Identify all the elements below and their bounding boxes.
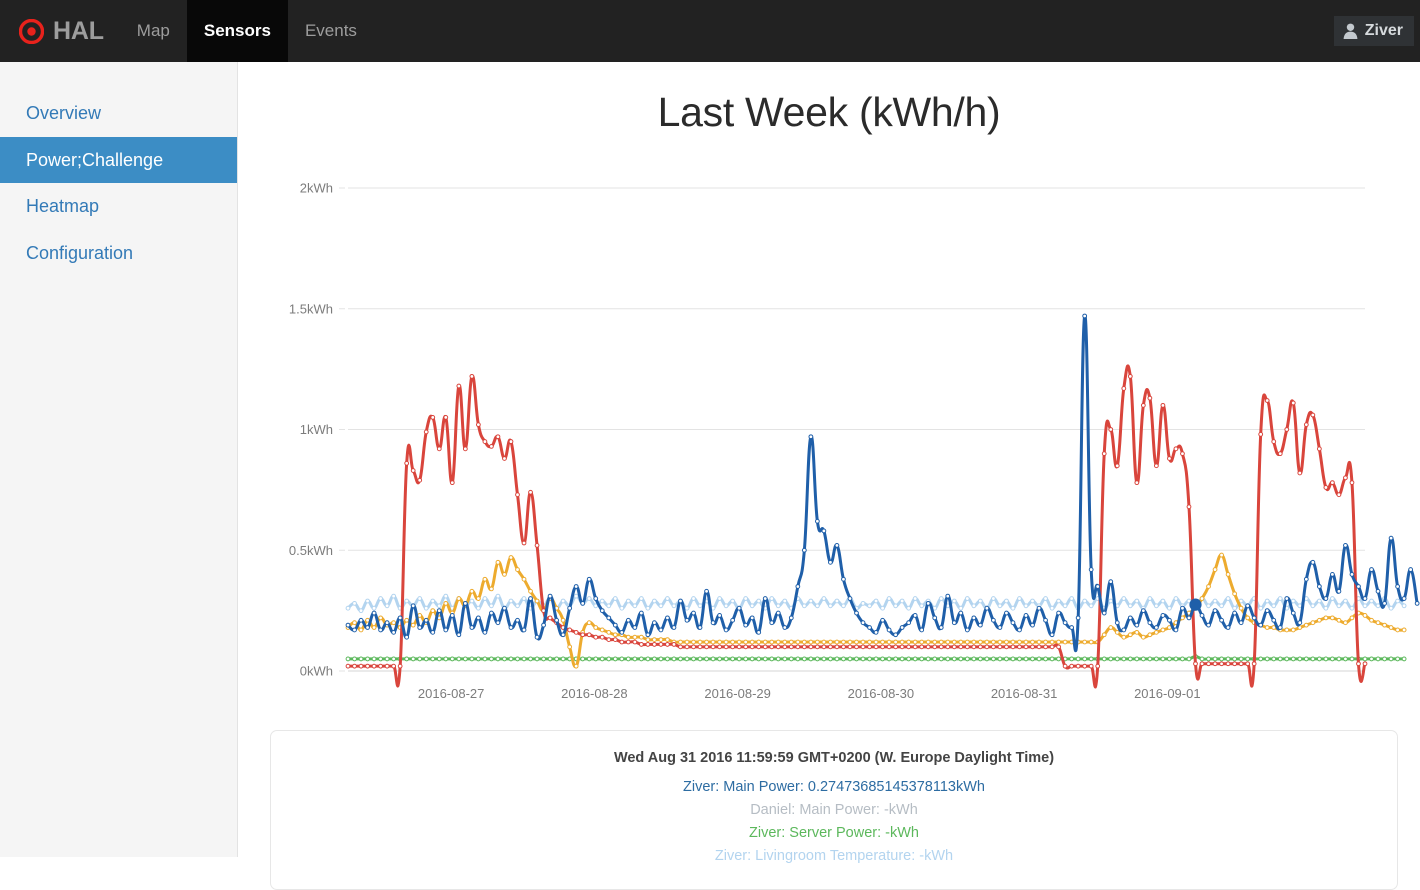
- tooltip-row-ziver-main-power: Ziver: Main Power: 0.27473685145378113kW…: [682, 779, 985, 796]
- main-content: Last Week (kWh/h) 0kWh 0.5kWh 1kWh 1.5kWh 2k…: [238, 62, 1420, 890]
- sidebar-item-overview[interactable]: Overview: [26, 103, 102, 123]
- x-axis-labels: 2016-08-27 2016-08-28 2016-08-29 2016-08-30…: [418, 686, 1201, 701]
- svg-text:1kWh: 1kWh: [300, 422, 333, 437]
- sidebar-item-heatmap[interactable]: Heatmap: [26, 196, 100, 217]
- sidebar: Overview Power;Challenge Heatmap Configu…: [0, 62, 238, 857]
- series-daniel-main-power: [345, 364, 1368, 689]
- svg-text:1.5kWh: 1.5kWh: [289, 301, 333, 316]
- person-icon: [1343, 23, 1358, 39]
- user-menu[interactable]: Ziver: [1333, 16, 1414, 46]
- target-logo-icon: [19, 18, 44, 44]
- tooltip-date: Wed Aug 31 2016 11:59:59 GMT+0200 (W. Eu…: [613, 750, 1055, 766]
- svg-text:2016-08-28: 2016-08-28: [561, 686, 628, 701]
- sidebar-item-power-challenge[interactable]: Power;Challenge: [0, 136, 237, 184]
- highlight-marker: [1189, 598, 1202, 611]
- series-ziver-main-power: [345, 313, 1420, 653]
- brand-text: HAL: [53, 16, 104, 45]
- series-extra-gold-series: [345, 552, 1407, 669]
- tooltip-row-daniel-main-power: Daniel: Main Power: -kWh: [750, 802, 918, 819]
- nav-link-map[interactable]: Map: [136, 21, 170, 40]
- chart-series: [345, 313, 1420, 689]
- tooltip-panel: Wed Aug 31 2016 11:59:59 GMT+0200 (W. Eu…: [270, 730, 1398, 890]
- svg-text:2016-09-01: 2016-09-01: [1134, 686, 1201, 701]
- user-name: Ziver: [1364, 22, 1403, 39]
- svg-text:0.5kWh: 0.5kWh: [289, 543, 333, 558]
- series-ziver-livingroom-temperature: [345, 593, 1407, 614]
- tooltip-row-ziver-livingroom-temperature: Ziver: Livingroom Temperature: -kWh: [714, 847, 954, 864]
- svg-text:2016-08-27: 2016-08-27: [418, 686, 485, 701]
- top-navbar: HAL Map Sensors Events Ziver: [0, 0, 1420, 62]
- svg-text:2016-08-30: 2016-08-30: [848, 686, 915, 701]
- svg-text:2016-08-31: 2016-08-31: [991, 686, 1057, 701]
- brand-logo[interactable]: HAL: [0, 0, 120, 62]
- y-axis-labels: 0kWh 0.5kWh 1kWh 1.5kWh 2kWh: [289, 181, 333, 679]
- nav-link-events[interactable]: Events: [304, 21, 357, 40]
- page-title: Last Week (kWh/h): [657, 89, 1001, 135]
- series-ziver-server-power: [345, 654, 1407, 662]
- nav-link-sensors[interactable]: Sensors: [186, 0, 288, 62]
- svg-text:2kWh: 2kWh: [300, 181, 333, 196]
- svg-text:2016-08-29: 2016-08-29: [704, 686, 771, 701]
- chart-container[interactable]: 0kWh 0.5kWh 1kWh 1.5kWh 2kWh 2016-08-27 2016-…: [238, 62, 1420, 722]
- navbar-right: Ziver: [1333, 0, 1420, 62]
- svg-text:0kWh: 0kWh: [300, 664, 333, 679]
- sidebar-item-configuration[interactable]: Configuration: [26, 243, 134, 264]
- tooltip-row-ziver-server-power: Ziver: Server Power: -kWh: [749, 825, 919, 841]
